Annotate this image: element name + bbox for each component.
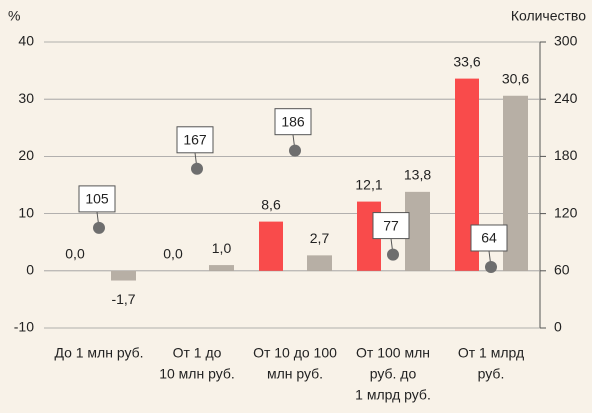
value-label-box	[78, 185, 116, 213]
x-tick-label: От 10 до 100	[253, 345, 337, 361]
value-label: 77	[383, 217, 399, 233]
y-tick-label: -10	[14, 319, 34, 335]
value-label-box	[372, 212, 410, 240]
y-tick-label: 10	[18, 204, 34, 220]
y2-axis-label: Количество	[511, 8, 586, 24]
y2-tick-label: 120	[554, 204, 578, 220]
dot	[485, 260, 497, 273]
y-tick-label: 20	[18, 147, 34, 163]
value-label: 13,8	[404, 167, 431, 183]
value-label: 33,6	[453, 53, 480, 69]
value-label-box	[470, 224, 508, 252]
value-label: 12,1	[355, 176, 382, 192]
dot	[93, 221, 105, 234]
value-label: 64	[481, 230, 497, 246]
value-label-box	[176, 126, 214, 154]
dot	[289, 144, 301, 157]
x-tick-label: От 100 млн	[356, 345, 430, 361]
y2-tick-label: 0	[554, 319, 562, 335]
value-label: 30,6	[502, 70, 529, 86]
bar	[259, 221, 283, 271]
dot	[191, 162, 203, 175]
y2-tick-label: 240	[554, 90, 578, 106]
value-label-box	[274, 108, 312, 136]
y2-tick-label: 180	[554, 147, 578, 163]
y2-tick-label: 300	[554, 33, 578, 49]
value-label: 1,0	[212, 240, 232, 256]
value-label: 105	[85, 191, 109, 207]
bar	[307, 255, 332, 271]
dot	[387, 248, 399, 261]
value-label: 0,0	[65, 246, 85, 262]
value-label: 8,6	[261, 196, 281, 212]
y2-tick-label: 60	[554, 262, 570, 278]
x-tick-label: 1 млрд руб.	[355, 387, 431, 403]
value-label: 186	[281, 113, 305, 129]
x-tick-label: От 1 до	[173, 345, 222, 361]
bar	[209, 265, 234, 271]
y-tick-label: 40	[18, 33, 34, 49]
value-label: 0,0	[163, 246, 183, 262]
x-tick-label: руб. до	[370, 366, 417, 382]
x-tick-label: От 1 млрд	[458, 345, 524, 361]
y-tick-label: 30	[18, 90, 34, 106]
y-tick-label: 0	[26, 262, 34, 278]
x-tick-label: руб.	[478, 366, 505, 382]
value-label: 167	[183, 131, 207, 147]
x-tick-label: До 1 млн руб.	[54, 345, 143, 361]
x-tick-label: млн руб.	[267, 366, 323, 382]
y-axis-label: %	[8, 8, 20, 24]
value-label: 2,7	[310, 230, 330, 246]
x-tick-label: 10 млн руб.	[159, 366, 235, 382]
value-label: -1,7	[111, 291, 135, 307]
bar	[111, 270, 136, 281]
